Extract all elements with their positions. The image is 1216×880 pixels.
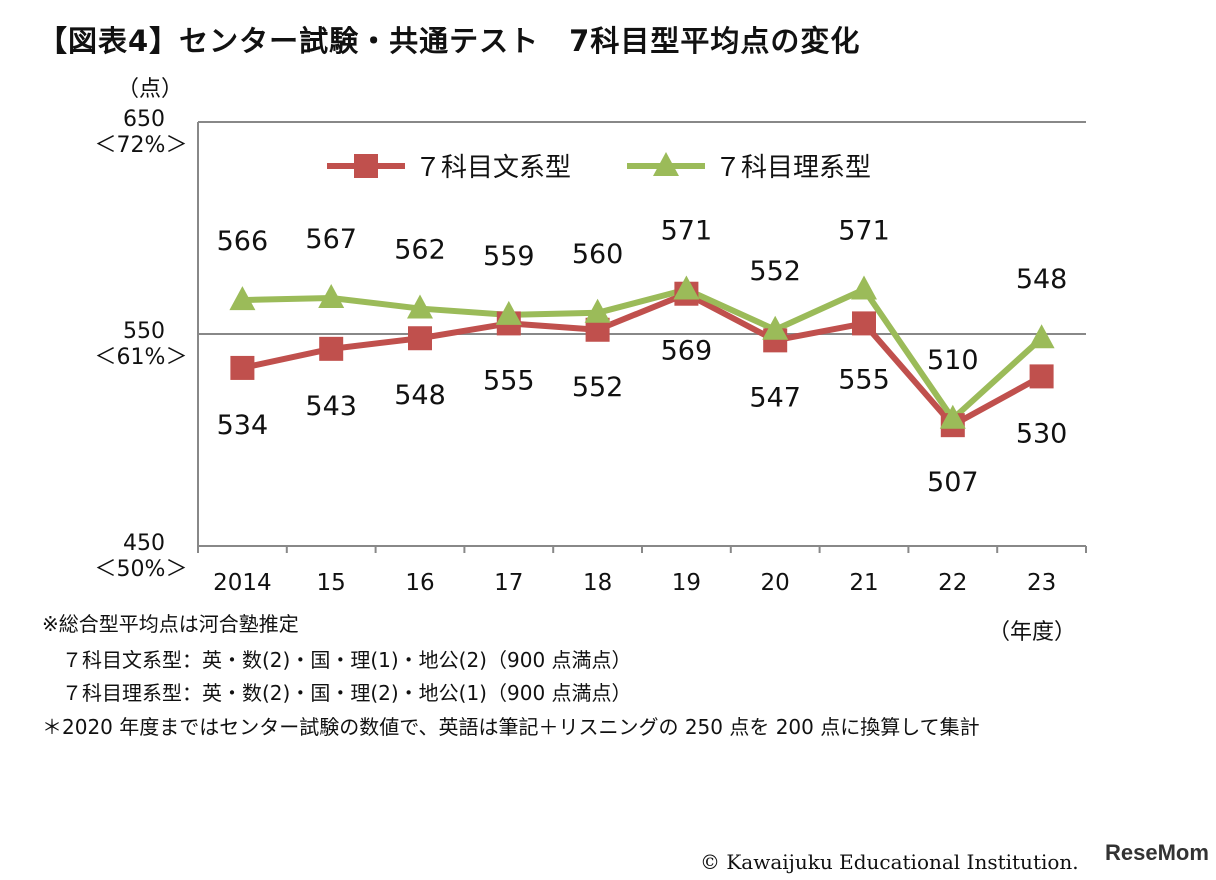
- note-conversion: ＊2020 年度まではセンター試験の数値で、英語は筆記＋リスニングの 250 点…: [42, 715, 980, 739]
- note-bunkei-subjects: ７科目文系型：英・数(2)・国・理(1)・地公(2)（900 点満点）: [62, 648, 632, 672]
- data-point-rikei: [407, 294, 433, 319]
- data-point-bunkei: [230, 355, 255, 380]
- x-tick-label: 20: [761, 570, 790, 596]
- data-label-rikei: 571: [661, 215, 713, 246]
- axes: 2014 15 16 17 18 19 20 21 22 23 （点） 450＜50%＞ 550＜61%…: [95, 77, 1087, 596]
- data-label-bunkei: 534: [217, 410, 269, 441]
- resemom-logo: ReseMom: [1105, 840, 1209, 865]
- legend-label: ７科目文系型: [415, 153, 571, 183]
- x-tick-label: 2014: [213, 570, 272, 596]
- data-point-rikei: [762, 315, 789, 340]
- data-label-rikei: 566: [217, 226, 269, 257]
- y-tick-percent-label: ＜50%＞: [95, 557, 188, 582]
- data-point-rikei: [584, 298, 611, 323]
- data-label-rikei: 560: [572, 239, 624, 270]
- y-tick-percent-label: ＜72%＞: [95, 133, 188, 158]
- x-tick-label: 16: [405, 570, 434, 596]
- data-label-rikei: 510: [927, 345, 979, 376]
- x-axis-unit-label: （年度）: [988, 620, 1077, 645]
- legend-label: ７科目理系型: [715, 153, 871, 183]
- data-point-bunkei: [408, 326, 432, 351]
- data-point-bunkei: [319, 336, 344, 361]
- data-point-rikei: [673, 275, 700, 300]
- x-tick-label: 15: [317, 570, 346, 596]
- data-label-bunkei: 507: [927, 467, 979, 498]
- data-label-bunkei: 547: [749, 382, 801, 413]
- data-label-bunkei: 543: [305, 391, 357, 422]
- data-point-rikei: [495, 300, 522, 325]
- copyright-text: © Kawaijuku Educational Institution.: [700, 850, 1079, 874]
- note-estimate: ※総合型平均点は河合塾推定: [42, 612, 299, 636]
- series-line-rikei: [242, 286, 1044, 422]
- x-tick-label: 21: [849, 570, 878, 596]
- data-point-rikei: [851, 275, 877, 300]
- data-label-bunkei: 552: [572, 372, 624, 403]
- x-tick-label: 19: [672, 570, 701, 596]
- data-point-rikei: [1028, 324, 1055, 349]
- chart-title: 【図表4】センター試験・共通テスト 7科目型平均点の変化: [38, 24, 861, 58]
- x-tick-label: 17: [494, 570, 523, 596]
- data-point-rikei: [229, 286, 256, 311]
- data-label-rikei: 559: [483, 241, 535, 272]
- legend: ７科目文系型 ７科目理系型: [327, 152, 871, 183]
- data-label-bunkei: 548: [394, 380, 446, 411]
- data-label-rikei: 552: [749, 256, 801, 287]
- y-tick-label: 550: [123, 319, 165, 344]
- data-label-bunkei: 569: [661, 336, 713, 367]
- x-tick-label: 22: [938, 570, 967, 596]
- y-tick-percent-label: ＜61%＞: [95, 345, 188, 370]
- x-tick-label: 18: [583, 570, 612, 596]
- y-tick-label: 650: [123, 107, 165, 132]
- series-line-bunkei: [241, 290, 1044, 429]
- x-tick-label: 23: [1027, 570, 1056, 596]
- data-label-rikei: 567: [305, 224, 357, 255]
- data-label-bunkei: 555: [483, 365, 535, 396]
- data-point-rikei: [318, 283, 345, 308]
- data-label-bunkei: 555: [838, 364, 890, 395]
- series-lines: [229, 275, 1055, 438]
- data-point-bunkei: [1029, 364, 1054, 389]
- note-rikei-subjects: ７科目理系型：英・数(2)・国・理(2)・地公(1)（900 点満点）: [62, 681, 632, 705]
- data-point-bunkei: [852, 311, 876, 336]
- data-label-rikei: 548: [1016, 264, 1068, 295]
- y-tick-label: 450: [123, 531, 165, 556]
- legend-marker: [653, 152, 679, 176]
- data-point-rikei: [939, 404, 966, 429]
- data-label-bunkei: 530: [1016, 418, 1068, 449]
- y-axis-unit-label: （点）: [117, 77, 183, 102]
- legend-marker: [354, 154, 378, 178]
- data-label-rikei: 562: [394, 235, 446, 266]
- data-labels: 534 543 548 555 552 569 547 555 507 530 566 567 562 5…: [217, 215, 1068, 498]
- data-label-rikei: 571: [838, 215, 890, 246]
